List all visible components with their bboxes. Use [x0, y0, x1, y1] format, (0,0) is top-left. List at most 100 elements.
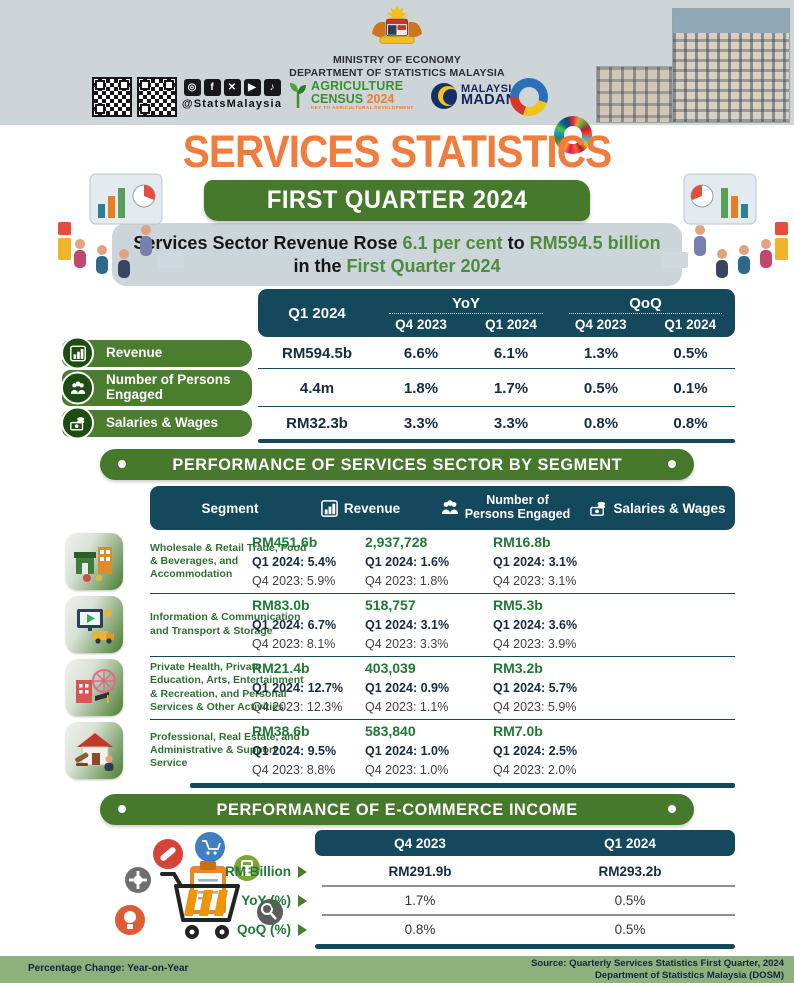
persons-column-header: Number of Persons Engaged — [430, 486, 580, 530]
revenue-label: Revenue — [106, 344, 163, 360]
salaries-q1-change: Q1 2024: 5.7% — [493, 681, 578, 695]
revenue-qoq-q1: 0.5% — [673, 344, 708, 362]
segment-persons-cell: 403,039 Q1 2024: 0.9% Q4 2023: 1.1% — [365, 659, 490, 717]
segment-persons-cell: 583,840 Q1 2024: 1.0% Q4 2023: 1.0% — [365, 722, 490, 780]
ecom-row-label-yoy: YoY (%) — [117, 886, 307, 915]
salaries-qoq-q4: 0.8% — [583, 414, 619, 432]
segment-table-header: Segment Revenue Number of Persons Engaged… — [150, 486, 735, 530]
persons-q4-change: Q4 2023: 1.8% — [365, 574, 449, 588]
instagram-icon[interactable]: ◎ — [183, 79, 201, 96]
headline-part1: Services Sector Revenue Rose — [133, 233, 398, 253]
salaries-q4-change: Q4 2023: 3.1% — [493, 574, 577, 588]
salaries-qoq-q1: 0.8% — [673, 414, 708, 432]
segment-name: Professional, Real Estate, and Administr… — [150, 730, 300, 770]
census-line1: AGRICULTURE — [311, 79, 404, 93]
revenue-qoq-q4: 1.3% — [583, 344, 619, 362]
revenue-value: RM21.4b — [252, 660, 310, 676]
salaries-q1-change: Q1 2024: 3.6% — [493, 618, 578, 632]
summary-col-current: Q1 2024 — [288, 304, 346, 322]
summary-row-persons: Number of Persons Engaged 4.4m 1.8% 1.7%… — [61, 369, 735, 407]
headline-highlight3: First Quarter 2024 — [346, 256, 501, 276]
segment-table-bottom-bar — [190, 783, 735, 788]
persons-q1-change: Q1 2024: 1.6% — [365, 555, 450, 569]
segment-revenue-cell: RM451.6b Q1 2024: 5.4% Q4 2023: 5.9% — [252, 533, 377, 591]
segment-name: Information & Communication and Transpor… — [150, 611, 301, 637]
agriculture-census-badge: AGRICULTURE CENSUS 2024 KEY TO AGRICULTU… — [289, 80, 414, 110]
ecom-row-label-qoq: QoQ (%) — [117, 915, 307, 944]
segment-row-professional-realestate: Professional, Real Estate, and Administr… — [62, 719, 735, 782]
ministry-header: MINISTRY OF ECONOMY DEPARTMENT OF STATIS… — [0, 54, 794, 80]
youtube-icon[interactable]: ▶ — [243, 79, 261, 96]
persons-q4-change: Q4 2023: 1.1% — [365, 700, 449, 714]
decorative-dot — [668, 460, 676, 468]
persons-value: 403,039 — [365, 660, 416, 676]
segment-row-wholesale-retail: Wholesale & Retail Trade, Food & Beverag… — [62, 530, 735, 593]
summary-row-salaries: Salaries & Wages RM32.3b 3.3% 3.3% 0.8% … — [61, 406, 735, 440]
revenue-q1-value: RM594.5b — [281, 344, 353, 362]
ecommerce-table-header: Q4 2023 Q1 2024 — [315, 830, 735, 856]
row-divider — [322, 885, 735, 887]
revenue-yoy-q1: 6.1% — [493, 344, 529, 362]
footer-note: Percentage Change: Year-on-Year — [28, 963, 189, 974]
segment-salaries-cell: RM16.8b Q1 2024: 3.1% Q4 2023: 3.1% — [493, 533, 618, 591]
segment-salaries-cell: RM5.3b Q1 2024: 3.6% Q4 2023: 3.9% — [493, 596, 618, 654]
segment-salaries-cell: RM3.2b Q1 2024: 5.7% Q4 2023: 5.9% — [493, 659, 618, 717]
persons-q4-change: Q4 2023: 3.3% — [365, 637, 449, 651]
salaries-q4-change: Q4 2023: 3.9% — [493, 637, 577, 651]
bar-chart-icon — [320, 499, 338, 517]
yoy-group-label: YoY — [388, 295, 544, 314]
revenue-value: RM38.6b — [252, 723, 310, 739]
revenue-value: RM451.6b — [252, 534, 318, 550]
headline-part3: in the — [293, 256, 342, 276]
census-year: 2024 — [366, 91, 395, 106]
headline-highlight1: 6.1 per cent — [402, 233, 503, 253]
ecom-row-label-rm-billion: RM Billion — [117, 857, 307, 886]
ecom-col-q4-2023: Q4 2023 — [394, 835, 446, 851]
health-education-arts-icon — [66, 659, 123, 716]
summary-table-bottom-bar — [258, 439, 735, 443]
people-analytics-illustration-left — [58, 173, 184, 278]
building-tower — [672, 8, 790, 123]
segment-salaries-cell: RM7.0b Q1 2024: 2.5% Q4 2023: 2.0% — [493, 722, 618, 780]
salaries-yoy-q4: 3.3% — [403, 414, 439, 432]
revenue-column-header: Revenue — [300, 486, 420, 530]
sprout-icon — [290, 83, 306, 109]
salaries-value: RM3.2b — [493, 660, 543, 676]
persons-value: 583,840 — [365, 723, 416, 739]
quarter-banner: FIRST QUARTER 2024 — [204, 180, 590, 221]
revenue-q1-change: Q1 2024: 12.7% — [252, 681, 344, 695]
decorative-dot — [118, 460, 126, 468]
social-icons: ◎ f ✕ ▶ ♪ — [180, 79, 284, 96]
footer-source-line2: Department of Statistics Malaysia (DOSM) — [595, 969, 784, 981]
salaries-value: RM16.8b — [493, 534, 551, 550]
persons-value: 2,937,728 — [365, 534, 428, 550]
revenue-q1-change: Q1 2024: 6.7% — [252, 618, 337, 632]
revenue-q4-change: Q4 2023: 12.3% — [252, 700, 343, 714]
yoy-subcol-q1: Q1 2024 — [485, 316, 537, 332]
x-icon[interactable]: ✕ — [223, 79, 241, 96]
persons-value: 518,757 — [365, 597, 416, 613]
persons-yoy-q4: 1.8% — [403, 379, 439, 397]
qoq-group-label: QoQ — [568, 295, 723, 314]
money-wages-icon — [61, 406, 94, 440]
ecom-qoq-q4-value: 0.8% — [404, 922, 436, 937]
facebook-icon[interactable]: f — [203, 79, 221, 96]
triangle-arrow-icon — [298, 923, 307, 936]
ict-transport-icon — [66, 596, 123, 653]
professional-realestate-icon — [66, 722, 123, 779]
persons-qoq-q4: 0.5% — [583, 379, 619, 397]
ecom-rm-q4-value: RM291.9b — [388, 864, 452, 879]
tiktok-icon[interactable]: ♪ — [263, 79, 281, 96]
ecom-qoq-q1-value: 0.5% — [614, 922, 646, 937]
qr-codes — [92, 77, 177, 117]
ecommerce-cart-illustration — [115, 832, 283, 939]
persons-qoq-q1: 0.1% — [673, 379, 708, 397]
segment-section-banner: PERFORMANCE OF SERVICES SECTOR BY SEGMEN… — [100, 449, 694, 480]
malaysia-coat-of-arms — [372, 5, 422, 44]
segment-revenue-cell: RM21.4b Q1 2024: 12.7% Q4 2023: 12.3% — [252, 659, 377, 717]
salaries-label-pill: Salaries & Wages — [61, 406, 252, 440]
persons-q1-change: Q1 2024: 1.0% — [365, 744, 450, 758]
salaries-q4-change: Q4 2023: 5.9% — [493, 700, 577, 714]
headline-line-2: in the First Quarter 2024 — [112, 255, 682, 278]
